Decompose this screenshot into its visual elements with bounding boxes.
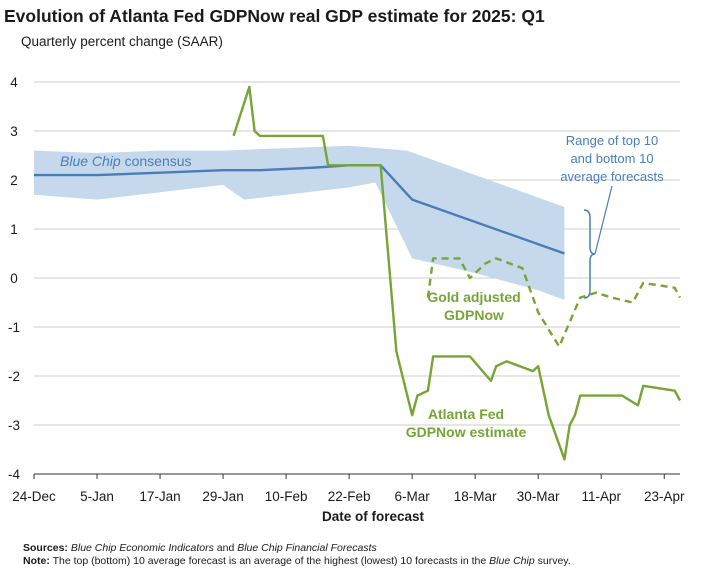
y-tick-label: 2 [10,173,18,188]
x-tick-label: 5-Jan [80,489,114,504]
chart-subtitle: Quarterly percent change (SAAR) [21,34,223,49]
x-tick-label: 11-Apr [581,489,621,504]
x-tick-label: 24-Dec [12,489,56,504]
x-tick-label: 22-Feb [328,489,371,504]
x-tick-label: 18-Mar [454,489,497,504]
chart-notes: Sources: Blue Chip Economic Indicators a… [23,542,703,568]
source-2: Blue Chip Financial Forecasts [237,542,377,554]
sources-and: and [213,542,238,554]
blue-chip-label: Blue Chip consensus [60,153,192,169]
y-tick-label: -4 [8,467,20,482]
y-tick-label: -2 [8,369,20,384]
note-line: Note: The top (bottom) 10 average foreca… [23,555,703,568]
x-tick-label: 29-Jan [202,489,243,504]
range-label-line: Range of top 10 [566,133,659,148]
source-1: Blue Chip Economic Indicators [70,542,214,554]
x-axis-label: Date of forecast [322,509,425,524]
x-tick-label: 30-Mar [517,489,560,504]
y-tick-label: -1 [8,320,20,335]
note-label: Note: [23,555,50,567]
gdpnow-estimate-line [232,85,682,461]
gold-adjusted-label-line: Gold adjusted [427,289,520,305]
range-brace [583,209,596,299]
range-label-line: and bottom 10 [570,151,653,166]
y-tick-label: -3 [8,418,20,433]
y-tick-label: 1 [10,222,18,237]
range-label-line: average forecasts [560,169,664,184]
blue-chip-consensus-line [34,164,565,255]
x-tick-label: 10-Feb [265,489,308,504]
sources-label: Sources: [23,542,68,554]
y-tick-label: 3 [10,124,18,139]
y-tick-label: 0 [10,271,18,286]
gdpnow-label-line: GDPNow estimate [406,424,527,440]
x-tick-label: 17-Jan [139,489,180,504]
blue-chip-label-rest: consensus [121,153,192,169]
x-tick-label: 6-Mar [395,489,431,504]
note-text-2: survey. [534,555,571,567]
gold-adjusted-gdpnow-line [426,257,682,348]
x-tick-label: 23-Apr [644,489,685,504]
blue-chip-label-italic: Blue Chip [60,153,121,169]
note-italic: Blue Chip [489,555,535,567]
gold-adjusted-label-line: GDPNow [444,307,504,323]
gdpnow-label-line: Atlanta Fed [428,406,504,422]
range-connector [594,185,613,255]
gdpnow-chart: 4 3 2 1 0 -1 -2 -3 -4 24-Dec 5-Jan 17-Jan 29-Jan 10-F… [8,75,685,524]
chart-title: Evolution of Atlanta Fed GDPNow real GDP… [4,6,545,26]
sources-line: Sources: Blue Chip Economic Indicators a… [23,542,703,555]
note-text-1: The top (bottom) 10 average forecast is … [49,555,490,567]
y-tick-label: 4 [10,75,18,90]
